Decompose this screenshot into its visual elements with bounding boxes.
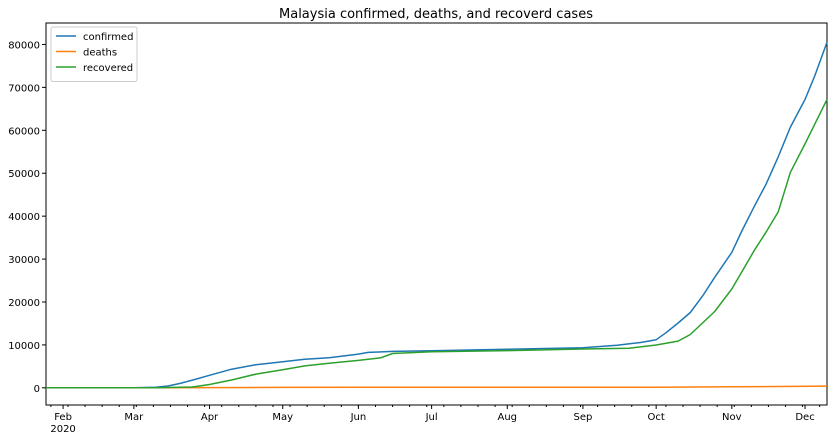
series-line-recovered [45,99,828,389]
x-tick-label: Aug [498,412,518,423]
legend: confirmed deaths recovered [50,26,138,82]
y-tick-label: 40000 [8,212,40,223]
x-tick-sublabel: 2020 [50,424,75,435]
x-tick-label: Dec [795,412,814,423]
y-axis: 0 10000 20000 30000 40000 50000 60000 70000 8000… [8,40,46,395]
y-tick-label: 0 [34,384,40,395]
y-tick-label: 30000 [8,255,40,266]
x-tick-label: Jul [425,412,438,423]
y-tick-label: 80000 [8,40,40,51]
x-tick-label: May [272,412,293,423]
y-tick-label: 50000 [8,169,40,180]
chart-title: Malaysia confirmed, deaths, and recoverd… [279,7,593,22]
legend-box [50,26,138,82]
series-layer [45,41,828,389]
x-tick-label: Apr [201,412,219,423]
legend-label: confirmed [83,32,133,43]
series-line-confirmed [45,41,828,389]
x-tick-label: Oct [648,412,665,423]
y-tick-label: 70000 [8,83,40,94]
y-tick-label: 10000 [8,341,40,352]
x-tick-label: Nov [722,412,742,423]
x-tick-label: Sep [574,412,593,423]
x-tick-label: Mar [124,412,144,423]
legend-label: deaths [83,48,117,59]
y-tick-label: 20000 [8,298,40,309]
plot-frame [45,22,828,406]
x-tick-label: Feb [54,412,72,423]
x-tick-label: Jun [350,412,367,423]
legend-label: recovered [83,63,133,74]
y-tick-label: 60000 [8,126,40,137]
